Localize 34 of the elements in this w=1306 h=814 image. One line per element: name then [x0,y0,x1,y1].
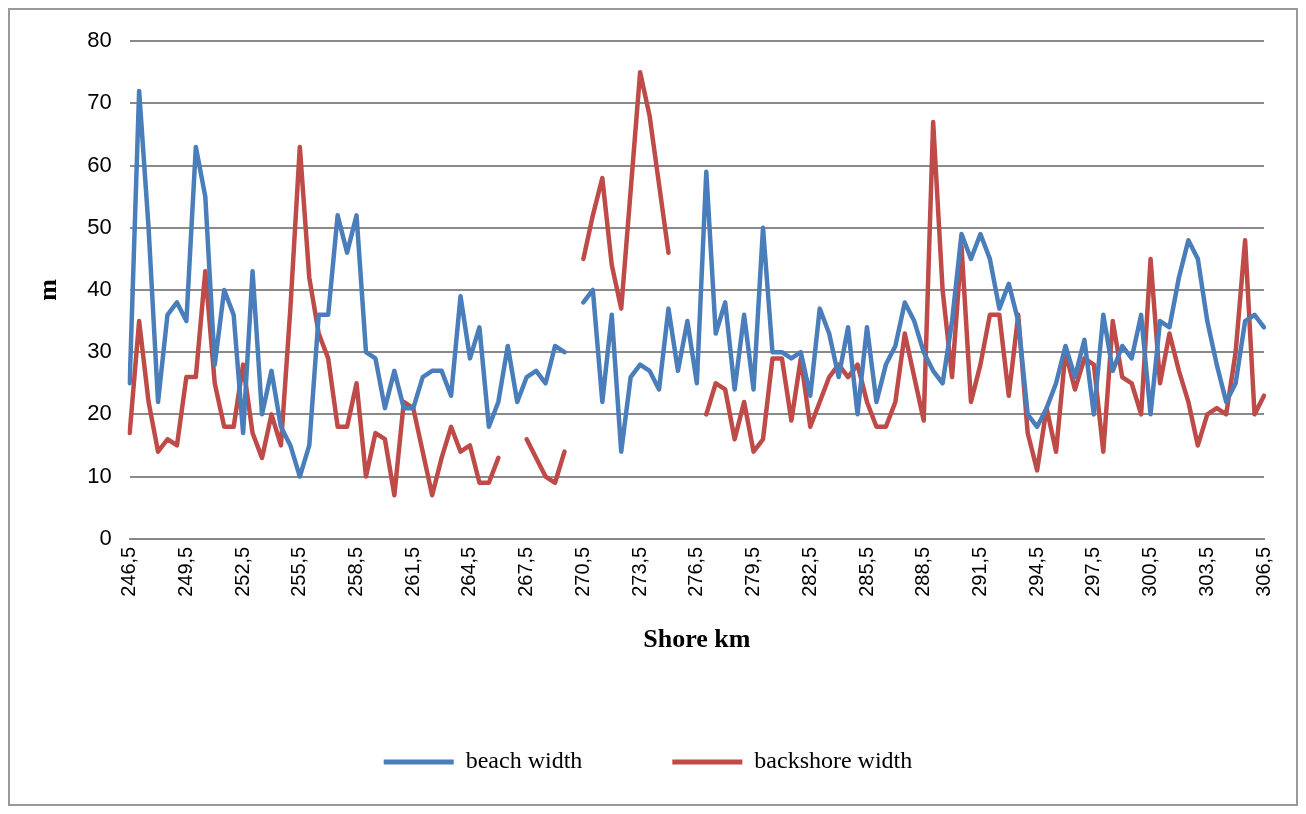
x-tick-label: 303,5 [1194,546,1217,597]
x-tick-label: 282,5 [797,546,820,597]
x-tick-label: 246,5 [117,546,140,597]
x-tick-label: 261,5 [400,546,423,597]
x-tick-label: 249,5 [173,546,196,597]
x-tick-label: 258,5 [344,546,367,597]
x-tick-label: 294,5 [1024,546,1047,597]
x-tick-label: 255,5 [287,546,310,597]
x-tick-label: 252,5 [230,546,253,597]
x-tick-label: 288,5 [911,546,934,597]
x-tick-label: 279,5 [741,546,764,597]
y-tick-label: 20 [87,400,112,426]
x-tick-label: 264,5 [457,546,480,597]
y-tick-label: 60 [87,151,112,177]
legend-label: beach width [465,747,583,774]
y-tick-label: 40 [87,276,112,302]
x-tick-label: 270,5 [570,546,593,597]
x-tick-label: 276,5 [684,546,707,597]
x-axis-title: Shore km [643,624,751,654]
x-tick-label: 297,5 [1081,546,1104,597]
x-tick-label: 285,5 [854,546,877,597]
y-tick-label: 80 [87,27,112,53]
y-tick-label: 30 [87,338,112,364]
y-tick-label: 70 [87,89,112,115]
y-axis-title: m [33,278,63,301]
x-tick-label: 273,5 [627,546,650,597]
x-tick-label: 306,5 [1251,546,1274,597]
legend-label: backshore width [754,747,913,774]
x-tick-label: 291,5 [967,546,990,597]
y-tick-label: 10 [87,462,112,488]
x-tick-label: 300,5 [1138,546,1161,597]
y-tick-label: 0 [99,524,112,550]
x-tick-label: 267,5 [514,546,537,597]
y-tick-label: 50 [87,213,112,239]
